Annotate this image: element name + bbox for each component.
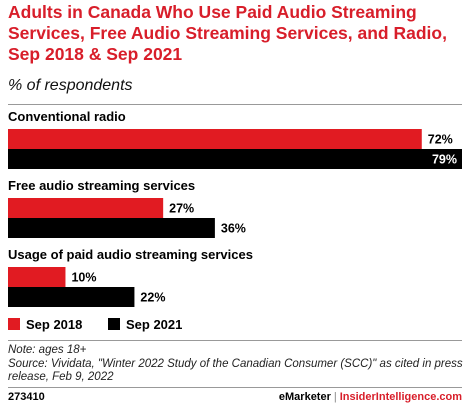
bar-sep-2021 [8,287,135,307]
brand-emarketer: eMarketer [278,391,331,403]
bar-sep-2018 [8,198,164,218]
category-label: Conventional radio [8,109,126,124]
category-label: Free audio streaming services [8,178,195,193]
notes-divider [8,340,462,341]
data-label: 10% [71,271,96,285]
data-label: 72% [428,133,453,147]
top-divider [8,104,462,105]
bar-sep-2021 [8,218,215,238]
data-label: 27% [169,202,194,216]
chart-subtitle: % of respondents [8,77,133,94]
legend-item-sep-2021: Sep 2021 [108,317,182,332]
notes: Note: ages 18+ Source: Vividata, "Winter… [8,344,463,385]
legend-swatch-sep-2021 [108,318,120,330]
chart-title: Adults in Canada Who Use Paid Audio Stre… [8,2,447,64]
bar-chart: Conventional radio 72% 79% Free audio strea… [8,109,462,307]
note-text: Note: ages 18+ [8,344,87,356]
legend-label-sep-2021: Sep 2021 [126,317,183,332]
brand-insider-intelligence: InsiderIntelligence.com [339,391,462,403]
brand: eMarketer | InsiderIntelligence.com [279,391,462,403]
data-label: 36% [221,222,246,236]
legend-label-sep-2018: Sep 2018 [26,317,83,332]
brand-separator: | [333,391,337,403]
footer-divider [8,387,462,388]
data-label: 22% [140,291,165,305]
data-label: 79% [432,153,457,167]
legend-item-sep-2018: Sep 2018 [8,317,82,332]
chart-id: 273410 [8,391,45,403]
legend-swatch-sep-2018 [8,318,20,330]
source-text: Source: Vividata, "Winter 2022 Study of … [8,357,463,384]
bar-sep-2018 [8,129,422,149]
bar-sep-2021 [8,149,462,169]
bar-sep-2018 [8,267,66,287]
category-label: Usage of paid audio streaming services [8,247,253,262]
